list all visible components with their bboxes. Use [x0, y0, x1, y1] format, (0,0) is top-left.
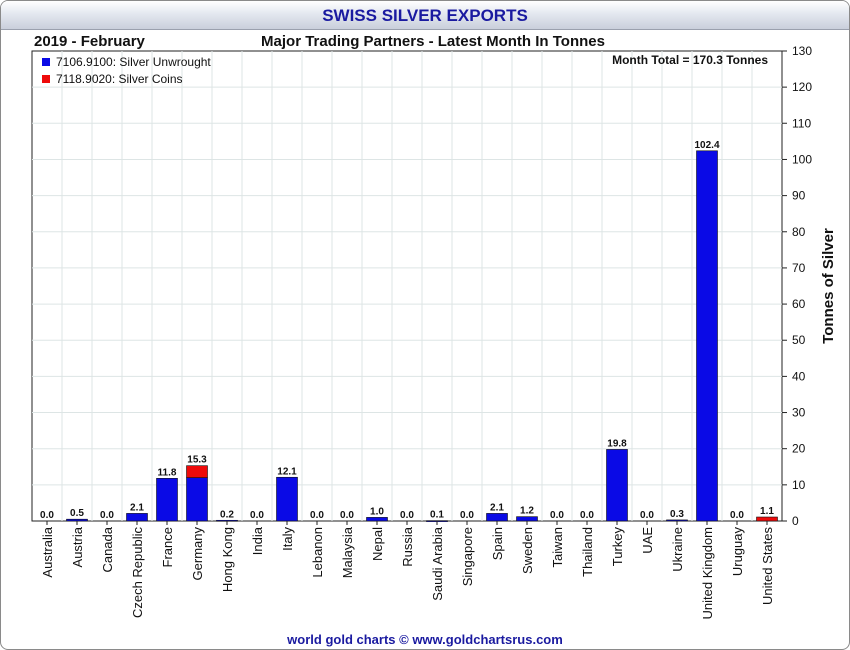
bar-value-label: 1.2: [520, 506, 534, 517]
bar-value-label: 0.0: [310, 510, 324, 521]
bar-silver-unwrought: [276, 476, 298, 522]
legend-label-coins: 7118.9020: Silver Coins: [56, 72, 183, 86]
period-label: 2019 - February: [34, 33, 146, 50]
x-category-label: Ukraine: [670, 527, 685, 572]
bar-silver-unwrought: [186, 477, 208, 522]
x-category-label: Nepal: [370, 527, 385, 561]
y-tick-label: 10: [792, 478, 806, 492]
x-category-label: Australia: [40, 526, 55, 577]
bar-value-label: 0.5: [70, 508, 84, 519]
y-tick-label: 130: [792, 44, 812, 58]
bar-silver-unwrought: [696, 150, 718, 522]
x-category-label: India: [250, 526, 265, 555]
bar-value-label: 19.8: [607, 438, 627, 449]
x-category-label: Taiwan: [550, 527, 565, 567]
month-total-label: Month Total = 170.3 Tonnes: [612, 53, 768, 67]
credit-footer: world gold charts © www.goldchartsrus.co…: [287, 632, 563, 647]
bar-silver-coins: [186, 465, 208, 478]
bar-silver-unwrought: [366, 517, 388, 522]
y-tick-label: 110: [792, 116, 811, 130]
x-category-label: United Kingdom: [700, 527, 715, 620]
bar-silver-unwrought: [606, 449, 628, 522]
bar-value-label: 1.1: [760, 506, 774, 517]
bar-value-label: 0.0: [640, 510, 654, 521]
bar-silver-unwrought: [486, 513, 508, 522]
y-tick-label: 80: [792, 225, 806, 239]
y-tick-label: 100: [792, 152, 812, 166]
bar-value-label: 0.1: [430, 510, 444, 521]
bar-value-label: 0.0: [580, 510, 594, 521]
x-axis-categories: Australia Austria Canada Czech Republic Fran…: [40, 521, 775, 620]
bar-value-label: 15.3: [187, 455, 207, 466]
bars: [66, 150, 778, 522]
x-category-label: Lebanon: [310, 527, 325, 578]
bar-value-label: 0.0: [250, 510, 264, 521]
bar-value-label: 102.4: [694, 140, 719, 151]
y-tick-label: 120: [792, 80, 812, 94]
bar-value-label: 2.1: [130, 502, 144, 513]
bar-value-label: 0.0: [730, 510, 744, 521]
bar-silver-unwrought: [666, 519, 688, 522]
bar-value-label: 0.3: [670, 509, 684, 520]
y-axis-label: Tonnes of Silver: [820, 228, 837, 344]
x-category-label: Italy: [280, 527, 295, 551]
x-category-label: Thailand: [580, 527, 595, 577]
x-category-label: Sweden: [520, 527, 535, 574]
x-category-label: United States: [760, 527, 775, 606]
x-category-label: Uruguay: [730, 527, 745, 577]
y-tick-label: 40: [792, 369, 806, 383]
x-category-label: Saudi Arabia: [430, 526, 445, 600]
bar-value-label: 0.0: [100, 510, 114, 521]
bar-silver-unwrought: [126, 513, 148, 522]
bar-value-label: 11.8: [158, 467, 177, 478]
x-category-label: Czech Republic: [130, 527, 145, 619]
bar-silver-unwrought: [516, 516, 538, 522]
x-category-label: Turkey: [610, 527, 625, 567]
y-tick-label: 50: [792, 333, 806, 347]
bar-value-label: 0.0: [400, 510, 414, 521]
x-category-label: Malaysia: [340, 526, 355, 578]
bar-silver-unwrought: [66, 518, 88, 522]
bar-value-label: 0.0: [340, 510, 354, 521]
bar-value-label: 12.1: [277, 466, 297, 477]
x-category-label: Germany: [190, 527, 205, 581]
bar-value-label: 0.0: [550, 510, 564, 521]
x-category-label: Canada: [100, 526, 115, 572]
title-bar: SWISS SILVER EXPORTS: [1, 1, 849, 30]
x-category-label: France: [160, 527, 175, 567]
chart-subtitle: Major Trading Partners - Latest Month In…: [261, 33, 605, 50]
x-category-label: Austria: [70, 526, 85, 567]
chart-title: SWISS SILVER EXPORTS: [322, 6, 528, 25]
bar-value-label: 0.2: [220, 509, 234, 520]
y-tick-label: 30: [792, 406, 806, 420]
plot-area: [31, 50, 783, 522]
bar-value-label: 0.0: [460, 510, 474, 521]
bar-silver-coins: [756, 516, 778, 522]
x-category-label: UAE: [640, 527, 655, 554]
bar-silver-unwrought: [156, 478, 178, 522]
legend-swatch-coins: [42, 75, 50, 83]
legend-label-unwrought: 7106.9100: Silver Unwrought: [56, 55, 211, 69]
bar-value-label: 0.0: [40, 510, 54, 521]
y-tick-label: 60: [792, 297, 806, 311]
x-category-label: Spain: [490, 527, 505, 560]
bar-value-label: 2.1: [490, 502, 504, 513]
x-category-label: Russia: [400, 526, 415, 567]
y-tick-label: 70: [792, 261, 806, 275]
y-tick-label: 20: [792, 442, 806, 456]
legend: 7106.9100: Silver Unwrought 7118.9020: S…: [42, 55, 211, 86]
y-tick-label: 90: [792, 189, 806, 203]
legend-swatch-unwrought: [42, 58, 50, 66]
y-axis-ticks: 0 10 20 30 40 50 60 70 80 90 100 110 120 130: [782, 44, 812, 528]
bar-value-label: 1.0: [370, 506, 384, 517]
x-category-label: Singapore: [460, 527, 475, 586]
x-category-label: Hong Kong: [220, 527, 235, 592]
data-labels: 0.0 0.5 0.0 2.1 11.8 15.3 0.2 0.0 12.1 0.0 0.0 1.0 0…: [40, 140, 774, 521]
y-tick-label: 0: [792, 514, 799, 528]
